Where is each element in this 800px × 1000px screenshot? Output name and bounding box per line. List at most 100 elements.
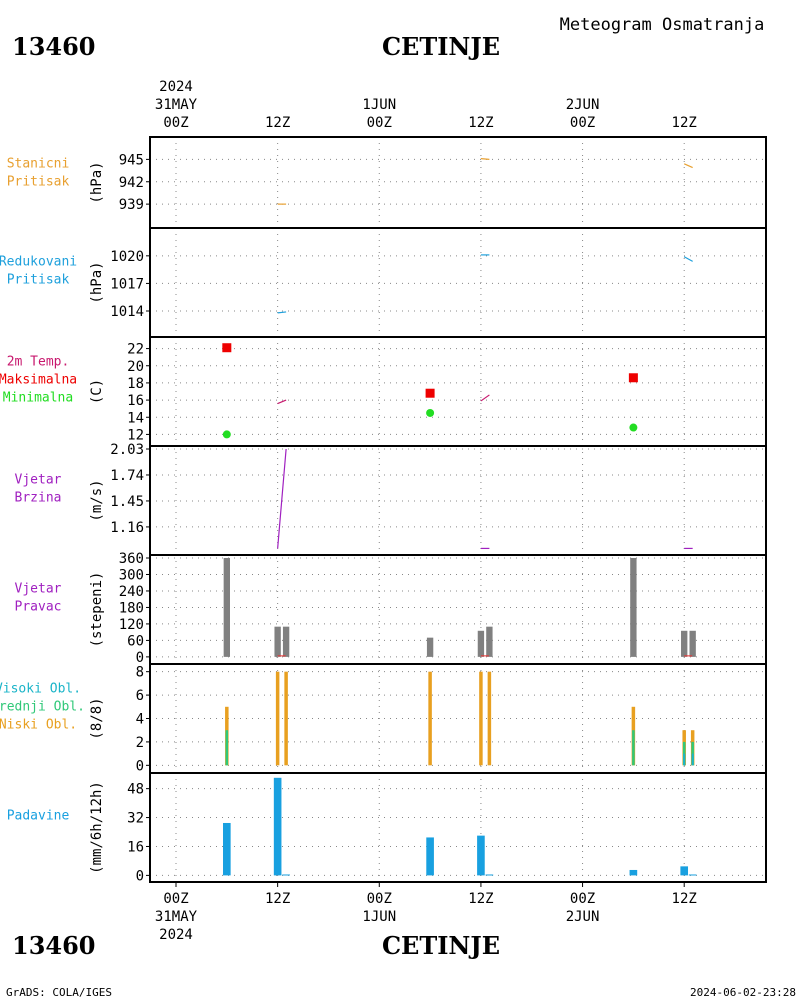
panels: Stanicni Pritisak (hPa) 939 942 945 Redukovani… xyxy=(0,136,767,884)
panel-unit-label: (m/s) xyxy=(89,479,105,521)
panel-label: Pravac xyxy=(15,599,62,614)
y-tick-label: 0 xyxy=(136,650,144,666)
max-temp-marker xyxy=(425,388,435,398)
panel-frame xyxy=(149,336,767,447)
y-tick-label: 945 xyxy=(119,152,144,168)
panel-label: Brzina xyxy=(15,490,62,505)
data-bar xyxy=(275,671,280,766)
data-bar xyxy=(223,822,231,876)
max-temp-marker xyxy=(628,373,638,383)
panel-unit-label: (mm/6h/12h) xyxy=(89,781,105,874)
y-tick-label: 1.74 xyxy=(110,468,144,484)
panel-label: Redukovani xyxy=(0,254,77,269)
data-bar xyxy=(479,671,483,766)
y-tick-label: 2 xyxy=(136,735,144,751)
panel-label: Stanicni xyxy=(7,157,70,172)
data-bar xyxy=(284,671,288,766)
top-time-label: 00Z xyxy=(367,115,392,131)
top-time-axis: 2024 31MAY 00Z 12Z 1JUN 00Z 12Z 2JUN 00Z 12Z xyxy=(155,79,697,131)
panel-label: Visoki Obl. xyxy=(0,681,81,696)
bottom-time-label: 12Z xyxy=(672,891,697,907)
min-temp-marker xyxy=(629,423,638,432)
data-bar xyxy=(426,637,434,657)
data-bar xyxy=(282,626,290,657)
panel-unit-label: (stepeni) xyxy=(89,572,105,648)
y-tick-label: 300 xyxy=(119,567,144,583)
top-date-label: 31MAY xyxy=(155,97,198,113)
series-line xyxy=(683,256,693,262)
y-tick-label: 0 xyxy=(136,758,144,774)
panel-label: Minimalna xyxy=(3,390,73,405)
bottom-time-axis: 00Z 31MAY 12Z 00Z 1JUN 12Z 00Z 2JUN 12Z 2024 xyxy=(155,882,697,943)
station-name-bottom: CETINJE xyxy=(382,931,500,960)
y-tick-label: 942 xyxy=(119,175,144,191)
y-tick-label: 1.45 xyxy=(110,494,144,510)
y-tick-label: 14 xyxy=(127,410,144,426)
min-temp-marker xyxy=(222,430,231,439)
panel-unit-label: (C) xyxy=(89,379,105,404)
y-tick-label: 18 xyxy=(127,376,144,392)
panel-frame xyxy=(149,772,767,883)
panel-unit-label: (hPa) xyxy=(89,261,105,303)
bottom-time-label: 12Z xyxy=(468,891,493,907)
bottom-time-label: 00Z xyxy=(163,891,188,907)
series-line xyxy=(683,163,693,169)
panel-temperatura: 2m Temp. Maksimalna Minimalna (C) 1214161820… xyxy=(0,336,767,447)
bottom-time-label: 00Z xyxy=(367,891,392,907)
y-tick-label: 16 xyxy=(127,839,144,855)
data-bar xyxy=(485,874,494,876)
data-bar xyxy=(223,558,230,657)
data-bar xyxy=(428,671,432,766)
y-tick-label: 6 xyxy=(136,688,144,704)
y-tick-label: 360 xyxy=(119,551,144,567)
bottom-time-label: 00Z xyxy=(570,891,595,907)
panel-padavine: Padavine (mm/6h/12h) 0 16 32 48 xyxy=(7,772,767,884)
y-tick-label: 12 xyxy=(127,427,144,443)
panel-frame xyxy=(149,663,767,774)
panel-unit-label: (hPa) xyxy=(89,161,105,203)
y-tick-label: 1017 xyxy=(110,276,144,292)
y-tick-label: 4 xyxy=(136,712,144,728)
data-bar xyxy=(225,730,229,766)
top-time-label: 00Z xyxy=(570,115,595,131)
y-tick-label: 60 xyxy=(127,633,144,649)
series-line xyxy=(277,399,287,405)
y-tick-label: 1020 xyxy=(110,249,144,265)
panel-label: Vjetar xyxy=(15,581,62,596)
panel-label: 2m Temp. xyxy=(7,354,70,369)
y-tick-label: 20 xyxy=(127,359,144,375)
y-tick-label: 32 xyxy=(127,811,144,827)
panel-oblaci: Visoki Obl. Srednji Obl. Niski Obl. (8/8) 0 2… xyxy=(0,663,767,774)
series-line xyxy=(277,448,287,549)
panel-label: Maksimalna xyxy=(0,372,77,387)
y-tick-label: 2.03 xyxy=(110,442,144,458)
data-bar xyxy=(426,837,434,876)
data-bar xyxy=(274,626,281,657)
top-date-label: 2JUN xyxy=(566,97,600,113)
chart-title: Meteogram Osmatranja xyxy=(560,15,765,35)
data-bar xyxy=(630,558,637,657)
y-tick-label: 240 xyxy=(119,584,144,600)
panel-label: Pritisak xyxy=(7,272,70,287)
data-bar xyxy=(273,777,282,876)
y-tick-label: 0 xyxy=(136,868,144,884)
y-tick-label: 22 xyxy=(127,342,144,358)
data-bar xyxy=(629,869,638,876)
top-time-label: 12Z xyxy=(265,115,290,131)
panel-label: Pritisak xyxy=(7,175,70,190)
bottom-date-label: 1JUN xyxy=(362,909,396,925)
panel-stanicni: Stanicni Pritisak (hPa) 939 942 945 xyxy=(7,136,767,229)
y-tick-label: 1.16 xyxy=(110,520,144,536)
data-bar xyxy=(477,835,485,876)
y-tick-label: 48 xyxy=(127,782,144,798)
panel-label: Srednji Obl. xyxy=(0,699,85,714)
top-date-label: 1JUN xyxy=(362,97,396,113)
panel-vjetar_brzina: Vjetar Brzina (m/s) 1.16 1.45 1.74 2.03 xyxy=(15,442,767,556)
data-bar xyxy=(683,753,686,766)
top-time-label: 00Z xyxy=(163,115,188,131)
panel-frame xyxy=(149,136,767,229)
panel-unit-label: (8/8) xyxy=(89,697,105,739)
y-tick-label: 16 xyxy=(127,393,144,409)
data-bar xyxy=(680,866,689,876)
top-year-label: 2024 xyxy=(159,79,193,95)
